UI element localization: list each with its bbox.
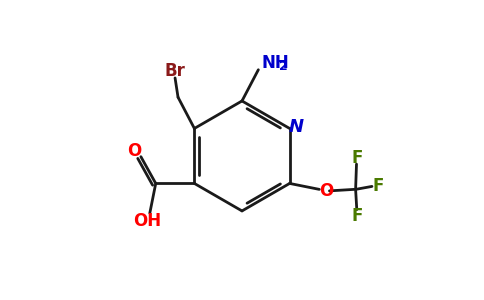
Text: O: O: [127, 142, 141, 160]
Text: OH: OH: [133, 212, 161, 230]
Text: 2: 2: [279, 60, 287, 73]
Text: F: F: [351, 149, 363, 167]
Text: O: O: [319, 182, 333, 200]
Text: NH: NH: [261, 54, 289, 72]
Text: F: F: [372, 177, 384, 195]
Text: F: F: [351, 207, 363, 225]
Text: Br: Br: [165, 62, 185, 80]
Text: N: N: [288, 118, 304, 136]
